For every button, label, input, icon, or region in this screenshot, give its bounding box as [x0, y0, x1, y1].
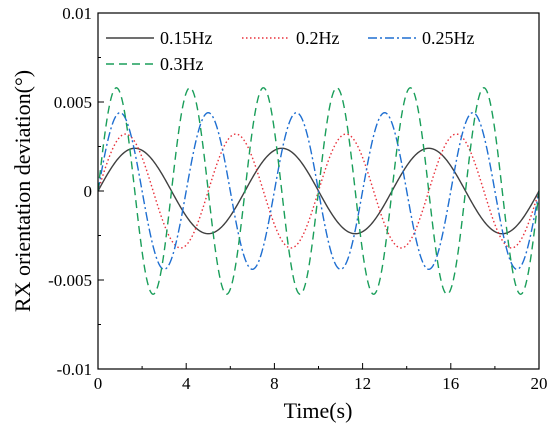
y-tick-label: 0 — [84, 182, 93, 201]
series-line-0-25hz — [98, 111, 539, 271]
x-tick-label: 0 — [94, 374, 103, 393]
x-tick-label: 16 — [442, 374, 459, 393]
series-layer — [98, 87, 539, 295]
legend-label-0-15hz: 0.15Hz — [160, 28, 213, 48]
y-axis-title: RX orientation deviation(°) — [10, 70, 35, 312]
legend-label-0-3hz: 0.3Hz — [160, 54, 204, 74]
y-tick-label: -0.005 — [48, 271, 92, 290]
y-tick-label: 0.005 — [54, 93, 92, 112]
legend-label-0-2hz: 0.2Hz — [296, 28, 340, 48]
x-tick-label: 4 — [182, 374, 191, 393]
y-tick-label: 0.01 — [62, 4, 92, 23]
tick-layer: 0 4 8 12 16 20 -0.01 -0.005 0 0.005 0.01 — [48, 4, 547, 393]
legend-label-0-25hz: 0.25Hz — [422, 28, 475, 48]
x-axis-title: Time(s) — [284, 398, 353, 423]
legend: 0.15Hz 0.2Hz 0.25Hz 0.3Hz — [106, 28, 475, 74]
x-tick-label: 8 — [270, 374, 279, 393]
x-tick-label: 12 — [354, 374, 371, 393]
y-tick-label: -0.01 — [57, 360, 92, 379]
x-tick-label: 20 — [531, 374, 548, 393]
series-line-0-3hz — [98, 87, 539, 295]
